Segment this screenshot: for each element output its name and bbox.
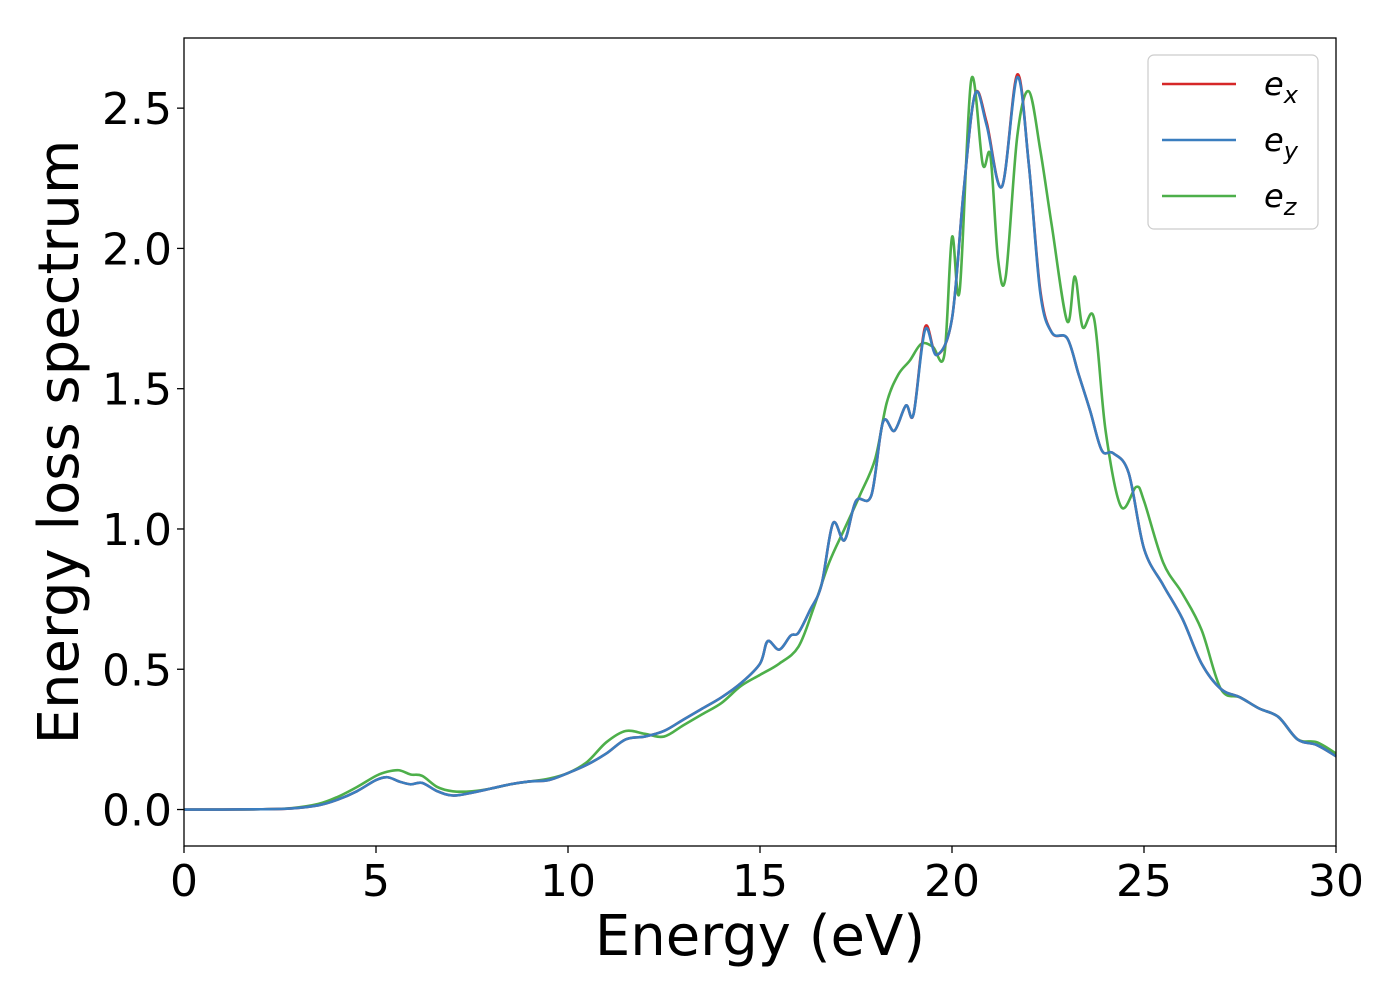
x-tick-label: 25: [1116, 856, 1172, 907]
y-tick-label: 2.5: [102, 84, 172, 135]
x-tick-label: 30: [1308, 856, 1364, 907]
x-tick-label: 0: [170, 856, 198, 907]
ticks-layer: 0 5 10 15 20 25 30 0.0 0.5 1.0 1.5 2.0 2.5: [102, 84, 1364, 907]
x-tick-label: 15: [732, 856, 788, 907]
legend-label-e-x: ex: [1264, 65, 1299, 109]
x-axis-title: Energy (eV): [595, 904, 925, 969]
y-tick-label: 2.0: [102, 224, 172, 275]
y-tick-label: 1.0: [102, 505, 172, 556]
y-tick-label: 0.0: [102, 786, 172, 837]
legend-label-e-y: ey: [1264, 121, 1299, 165]
series-line-e-y: [183, 75, 1337, 811]
x-tick-label: 5: [362, 856, 390, 907]
y-tick-label: 1.5: [102, 365, 172, 416]
y-axis-title: Energy loss spectrum: [27, 140, 92, 745]
x-tick-label: 10: [540, 856, 596, 907]
legend-label-e-z: ez: [1264, 177, 1298, 221]
y-tick-label: 0.5: [102, 645, 172, 696]
legend: ex ey ez: [1147, 54, 1319, 230]
series-line-e-z: [183, 75, 1337, 811]
legend-box: [1147, 54, 1319, 230]
x-tick-label: 20: [924, 856, 980, 907]
series-layer: [183, 73, 1337, 811]
